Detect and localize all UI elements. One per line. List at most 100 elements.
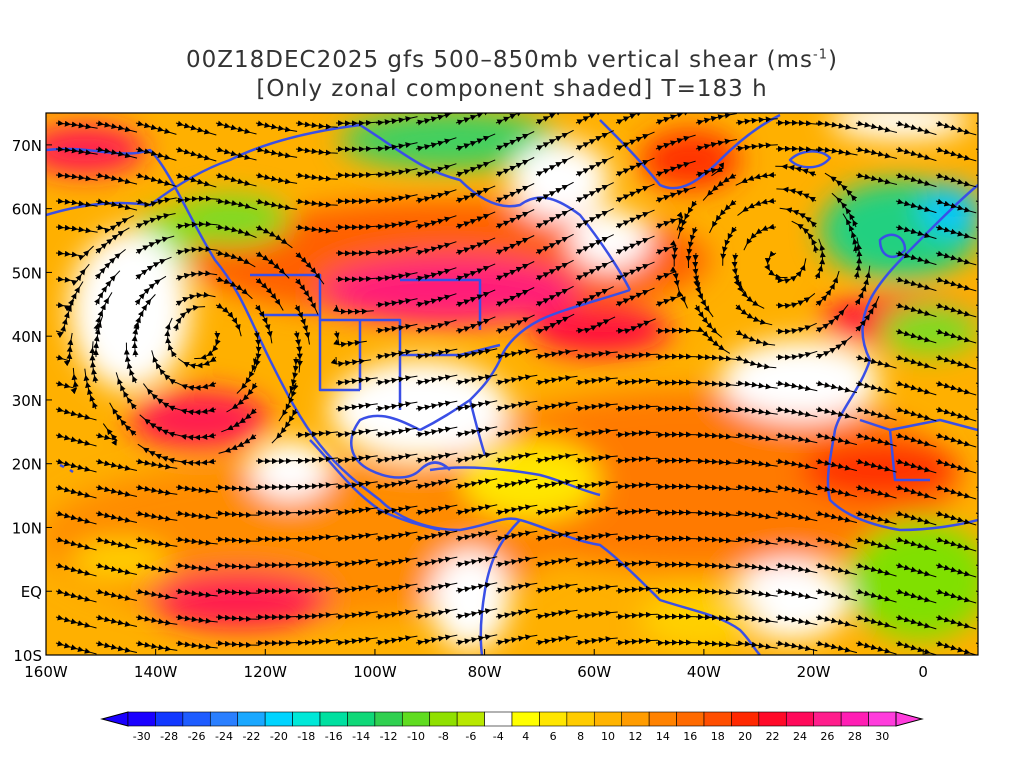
streamline bbox=[775, 458, 818, 470]
streamline bbox=[575, 208, 614, 229]
streamline bbox=[375, 298, 418, 308]
streamline bbox=[143, 383, 177, 412]
streamline bbox=[175, 270, 218, 281]
streamline bbox=[495, 556, 538, 568]
streamline bbox=[895, 458, 937, 474]
colorbar-swatch bbox=[182, 711, 211, 727]
streamline bbox=[575, 156, 614, 177]
streamline bbox=[375, 583, 418, 594]
streamline bbox=[335, 584, 378, 594]
streamline bbox=[495, 261, 535, 281]
streamline bbox=[615, 183, 655, 203]
x-tick-label: 100W bbox=[353, 663, 397, 681]
colorbar-swatch bbox=[840, 711, 869, 727]
colorbar: -30 -28 -26 -24 -22 -20 -18 -16 -14 -12 -10 -8 -6 -4 4… bbox=[100, 711, 924, 743]
streamline bbox=[575, 532, 618, 542]
streamline bbox=[255, 457, 299, 465]
streamline bbox=[855, 458, 897, 473]
streamline bbox=[535, 531, 578, 542]
streamline bbox=[775, 640, 818, 652]
streamline bbox=[615, 429, 658, 438]
streamline bbox=[295, 586, 338, 594]
streamline bbox=[455, 504, 498, 516]
streamline bbox=[535, 259, 574, 281]
colorbar-label: -14 bbox=[352, 730, 370, 743]
streamline bbox=[375, 453, 418, 464]
streamline bbox=[55, 224, 98, 234]
colorbar-label: 30 bbox=[875, 730, 889, 743]
streamline bbox=[135, 146, 177, 161]
streamline bbox=[375, 505, 418, 516]
streamline bbox=[495, 348, 538, 360]
streamline bbox=[375, 194, 418, 204]
streamline bbox=[95, 227, 130, 254]
streamline bbox=[215, 120, 257, 135]
streamline bbox=[175, 588, 218, 598]
streamline bbox=[135, 640, 178, 652]
streamline bbox=[375, 323, 418, 334]
streamline bbox=[615, 637, 658, 646]
streamline bbox=[135, 588, 178, 600]
shear-streamlines bbox=[55, 113, 978, 655]
colorbar-label: -8 bbox=[438, 730, 449, 743]
colorbar-label: -20 bbox=[270, 730, 288, 743]
streamline bbox=[175, 172, 217, 188]
streamline bbox=[655, 431, 699, 438]
colorbar-label: -26 bbox=[188, 730, 206, 743]
title-close: ) bbox=[828, 47, 838, 73]
streamline bbox=[335, 610, 378, 620]
streamline bbox=[175, 120, 217, 136]
streamline bbox=[174, 432, 217, 441]
streamline bbox=[175, 291, 216, 307]
colorbar-label: 28 bbox=[848, 730, 862, 743]
streamline bbox=[735, 536, 778, 546]
streamline bbox=[495, 113, 529, 125]
streamline bbox=[895, 380, 937, 396]
streamline bbox=[535, 313, 575, 335]
y-tick-label: EQ bbox=[21, 583, 42, 601]
streamline bbox=[695, 640, 738, 648]
x-tick-label: 140W bbox=[134, 663, 178, 681]
streamline bbox=[174, 406, 217, 416]
streamline bbox=[255, 277, 284, 311]
streamline bbox=[735, 304, 773, 326]
streamline bbox=[535, 583, 578, 594]
streamline bbox=[495, 452, 538, 464]
streamline bbox=[415, 163, 457, 178]
streamline bbox=[855, 354, 897, 369]
streamline bbox=[455, 634, 498, 646]
streamline bbox=[975, 458, 978, 473]
streamline bbox=[575, 130, 614, 151]
streamline bbox=[935, 536, 977, 552]
streamline bbox=[215, 198, 258, 211]
streamline bbox=[295, 430, 338, 438]
streamline bbox=[775, 119, 819, 127]
streamline bbox=[695, 458, 738, 466]
streamline bbox=[83, 368, 98, 410]
colorbar-swatch bbox=[456, 711, 485, 727]
streamline bbox=[415, 634, 458, 646]
streamline bbox=[215, 250, 256, 268]
streamline bbox=[135, 120, 177, 135]
streamline bbox=[655, 160, 696, 177]
streamline bbox=[375, 609, 418, 620]
streamline bbox=[375, 557, 418, 568]
streamline bbox=[415, 348, 458, 360]
streamline bbox=[895, 198, 937, 214]
colorbar-swatch bbox=[511, 711, 540, 727]
streamline bbox=[55, 458, 97, 473]
streamline bbox=[895, 224, 937, 240]
streamline bbox=[615, 507, 658, 516]
streamline bbox=[455, 289, 496, 308]
streamline bbox=[775, 145, 819, 153]
streamline bbox=[935, 276, 977, 292]
streamline bbox=[294, 278, 319, 315]
streamline bbox=[335, 480, 378, 490]
colorbar-swatch bbox=[593, 711, 623, 727]
streamline bbox=[95, 146, 138, 159]
streamline bbox=[95, 640, 138, 653]
streamline bbox=[655, 535, 699, 542]
streamline bbox=[735, 355, 777, 370]
y-tick-label: 10S bbox=[13, 647, 42, 665]
streamline bbox=[695, 588, 738, 596]
